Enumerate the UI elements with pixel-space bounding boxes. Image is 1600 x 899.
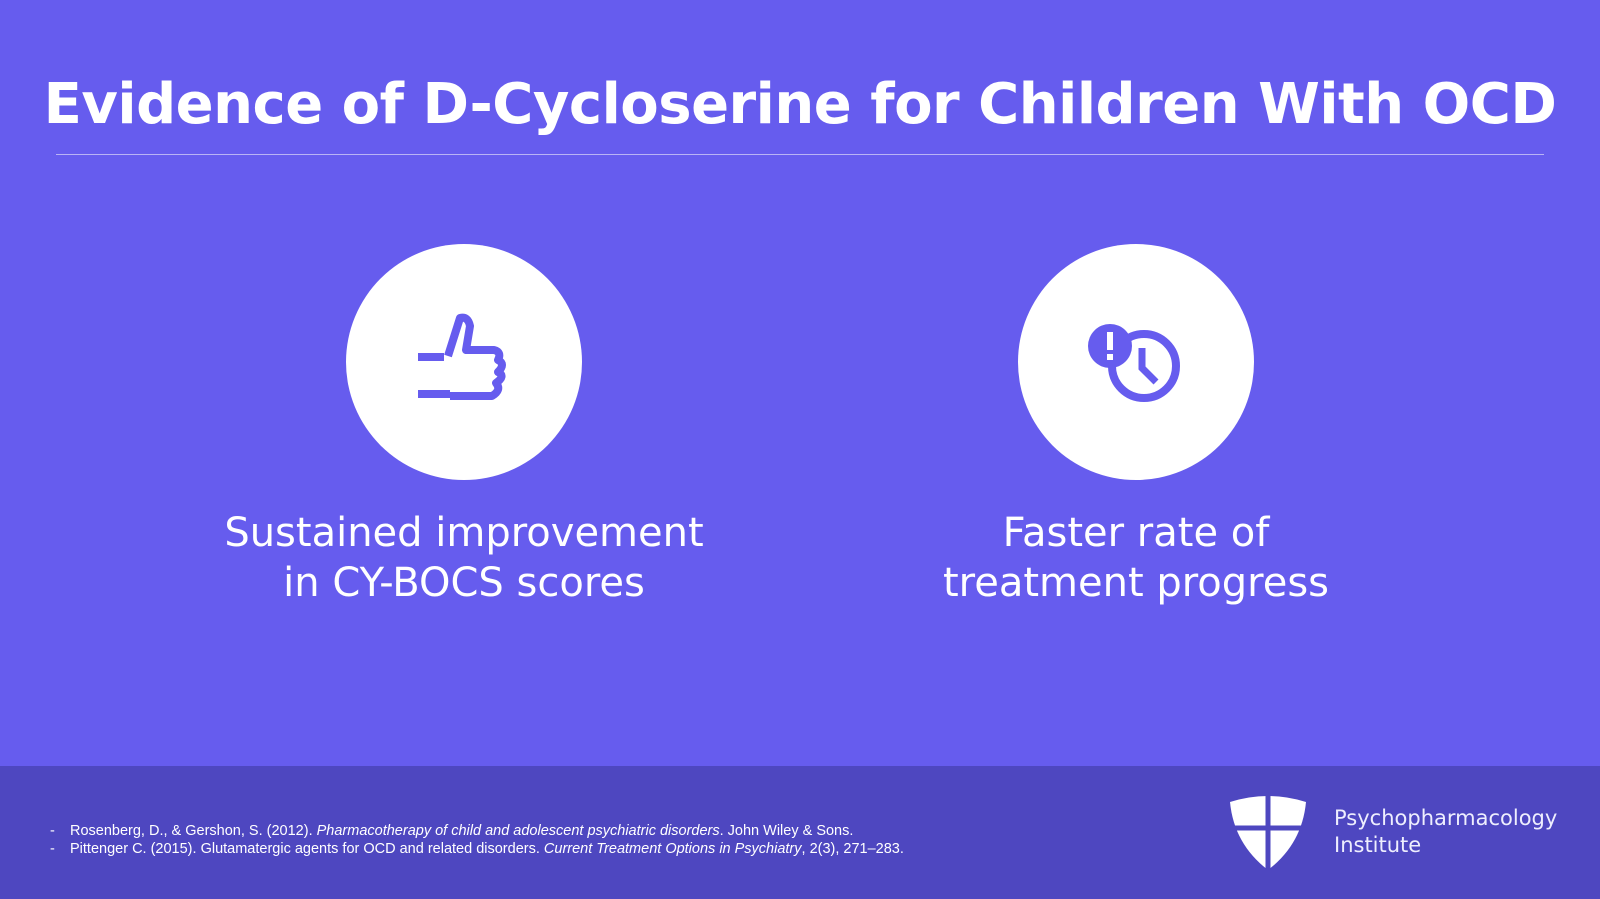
ref-text: Rosenberg, D., & Gershon, S. (2012).: [70, 823, 317, 839]
card-caption-line2: in CY-BOCS scores: [283, 560, 645, 606]
brand-name-line1: Psychopharmacology: [1334, 806, 1558, 830]
card-caption-line1: Faster rate of: [1002, 510, 1270, 556]
title-divider: [56, 154, 1544, 155]
bullet-dash: -: [50, 841, 55, 857]
bullet-dash: -: [50, 823, 55, 839]
ref-title: Pharmacotherapy of child and adolescent …: [316, 823, 720, 839]
reference-item: - Pittenger C. (2015). Glutamatergic agen…: [50, 840, 904, 858]
brand-logo: Psychopharmacology Institute: [1228, 794, 1557, 870]
references: - Rosenberg, D., & Gershon, S. (2012). Ph…: [50, 822, 904, 858]
thumbs-up-icon: [418, 313, 506, 400]
footer: - Rosenberg, D., & Gershon, S. (2012). Ph…: [0, 766, 1600, 899]
ref-text: . John Wiley & Sons.: [719, 823, 854, 839]
card-caption-line2: treatment progress: [942, 560, 1330, 606]
reference-item: - Rosenberg, D., & Gershon, S. (2012). Ph…: [50, 822, 904, 840]
ref-title: Current Treatment Options in Psychiatry: [543, 841, 802, 857]
shield-logo-icon: [1228, 794, 1308, 870]
icon-circle: [1018, 244, 1254, 480]
ref-text: Pittenger C. (2015). Glutamatergic agent…: [70, 841, 544, 857]
brand-name-line2: Institute: [1334, 833, 1422, 857]
icon-circle: [346, 244, 582, 480]
slide-title: Evidence of D-Cycloserine for Children W…: [43, 72, 1557, 137]
evidence-card-improvement: Sustained improvement in CY-BOCS scores: [214, 244, 714, 608]
clock-alert-icon: [1088, 324, 1180, 402]
card-caption-line1: Sustained improvement: [224, 510, 704, 556]
evidence-card-progress: Faster rate of treatment progress: [886, 244, 1386, 608]
ref-text: , 2(3), 271–283.: [801, 841, 904, 857]
